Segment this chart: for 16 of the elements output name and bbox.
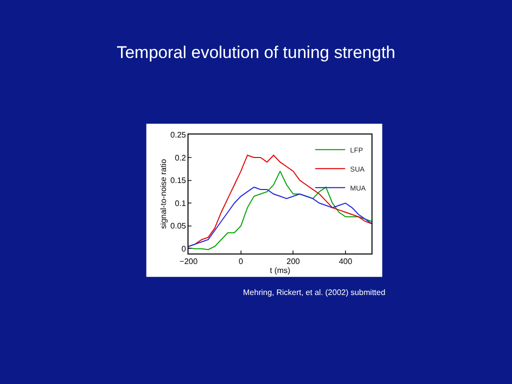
x-tick-label: 200 [286,256,300,266]
line-series [188,186,372,247]
y-tick-label: 0 [182,244,187,254]
y-tick-label: 0.1 [174,198,187,208]
line-series [188,170,372,250]
text: Mehring, Rickert, et al. (2002) submitted [243,288,386,297]
x-tick-label: 0 [238,256,244,266]
x-axis-title: t (ms) [270,266,291,275]
y-tick-label: 0.15 [170,176,187,186]
chart-title: Temporal evolution of tuning strength [116,42,396,62]
y-axis-title: signal-to-noise ratio [159,158,168,229]
y-tick-label: 0.25 [170,130,187,140]
x-tick-label: −200 [180,256,198,266]
y-tick-label: 0.05 [170,222,187,231]
y-tick-label: 0.2 [174,153,187,162]
x-tick-label: 400 [338,256,353,266]
